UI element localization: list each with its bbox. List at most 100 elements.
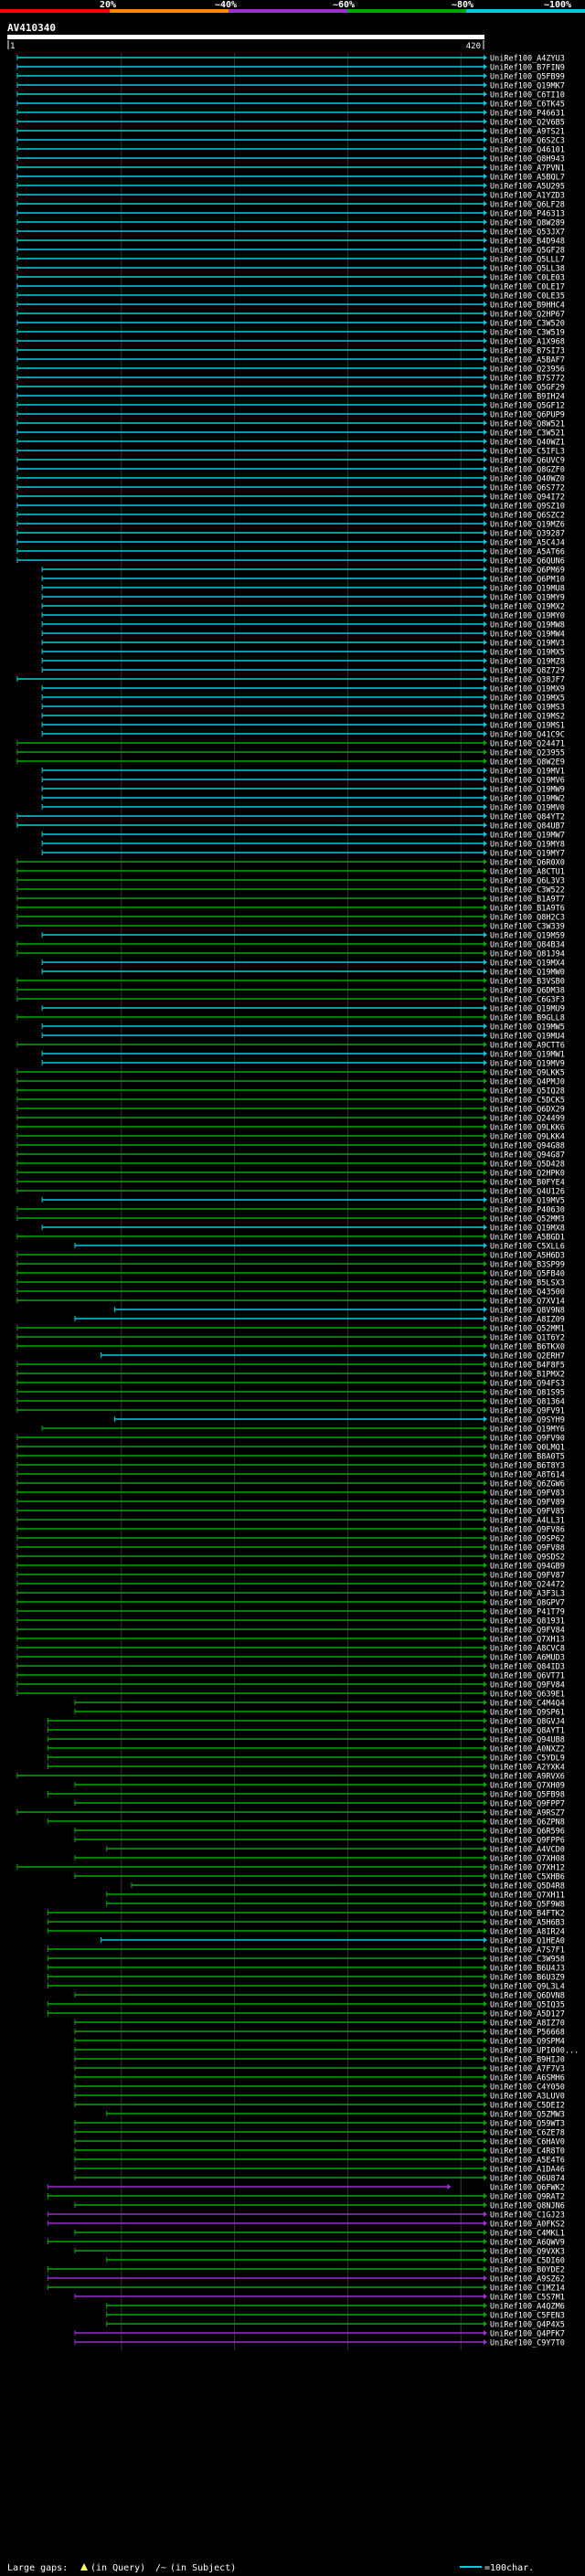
hit-label[interactable]: UniRef100_Q6ZGW6 <box>490 1480 565 1489</box>
hit-row[interactable]: UniRef100_B6T8Y3 <box>16 1462 565 1471</box>
hit-label[interactable]: UniRef100_C6HAV0 <box>490 2138 565 2147</box>
hit-row[interactable]: UniRef100_Q4PFK7 <box>74 2330 565 2339</box>
hit-label[interactable]: UniRef100_Q40WZ0 <box>490 475 565 484</box>
hit-row[interactable]: UniRef100_Q2V6B5 <box>16 119 565 128</box>
hit-label[interactable]: UniRef100_Q19MX4 <box>490 959 565 969</box>
hit-row[interactable]: UniRef100_C3W958 <box>47 1956 565 1965</box>
hit-label[interactable]: UniRef100_Q7XH11 <box>490 1892 565 1901</box>
hit-row[interactable]: UniRef100_Q9LKK4 <box>16 1133 565 1142</box>
hit-row[interactable]: UniRef100_Q2ERH7 <box>101 1352 565 1362</box>
hit-row[interactable]: UniRef100_Q9FV84 <box>16 1627 565 1636</box>
hit-row[interactable]: UniRef100_Q19MX9 <box>41 685 565 694</box>
hit-label[interactable]: UniRef100_A9RSZ7 <box>490 1809 565 1818</box>
hit-label[interactable]: UniRef100_B1A9T7 <box>490 896 565 905</box>
hit-row[interactable]: UniRef100_Q6PUP9 <box>16 411 565 420</box>
hit-label[interactable]: UniRef100_Q7XH12 <box>490 1864 565 1873</box>
hit-label[interactable]: UniRef100_A5C4J4 <box>490 539 565 548</box>
hit-row[interactable]: UniRef100_Q6QUN6 <box>16 557 565 567</box>
hit-label[interactable]: UniRef100_Q639E1 <box>490 1691 565 1700</box>
hit-row[interactable]: UniRef100_Q94I72 <box>16 493 565 503</box>
hit-label[interactable]: UniRef100_A5U295 <box>490 183 565 192</box>
hit-label[interactable]: UniRef100_Q8H2C3 <box>490 914 565 923</box>
hit-row[interactable]: UniRef100_Q9LKK5 <box>16 1069 565 1078</box>
hit-label[interactable]: UniRef100_Q9LKK5 <box>490 1069 565 1078</box>
hit-row[interactable]: UniRef100_Q84YT2 <box>16 813 565 822</box>
hit-row[interactable]: UniRef100_A5H6B3 <box>47 1919 565 1928</box>
hit-row[interactable]: UniRef100_Q59WT3 <box>74 2120 565 2129</box>
hit-label[interactable]: UniRef100_A0FKS2 <box>490 2221 565 2230</box>
hit-label[interactable]: UniRef100_A1X968 <box>490 338 565 347</box>
hit-row[interactable]: UniRef100_Q7XH08 <box>74 1855 565 1864</box>
hit-row[interactable]: UniRef100_Q5FB98 <box>47 1791 565 1800</box>
hit-row[interactable]: UniRef100_UPI000... <box>74 2047 579 2056</box>
hit-label[interactable]: UniRef100_Q19MV0 <box>490 804 565 813</box>
hit-label[interactable]: UniRef100_Q9RAT2 <box>490 2193 565 2202</box>
hit-row[interactable]: UniRef100_A6QWV9 <box>47 2239 565 2248</box>
hit-row[interactable]: UniRef100_C5XLL6 <box>74 1243 565 1252</box>
hit-label[interactable]: UniRef100_Q24471 <box>490 740 565 749</box>
hit-label[interactable]: UniRef100_Q0LMQ1 <box>490 1444 565 1453</box>
hit-label[interactable]: UniRef100_C3W958 <box>490 1956 565 1965</box>
hit-label[interactable]: UniRef100_Q94I72 <box>490 493 565 503</box>
hit-label[interactable]: UniRef100_Q24472 <box>490 1581 565 1590</box>
hit-row[interactable]: UniRef100_Q6L3V3 <box>16 877 565 886</box>
hit-label[interactable]: UniRef100_B9HIJ0 <box>490 2056 565 2065</box>
hit-row[interactable]: UniRef100_Q7XH13 <box>16 1636 565 1645</box>
hit-row[interactable]: UniRef100_Q9FV89 <box>16 1499 565 1508</box>
hit-row[interactable]: UniRef100_A5E4T6 <box>74 2157 565 2166</box>
hit-row[interactable]: UniRef100_B4F8F5 <box>16 1362 565 1371</box>
hit-label[interactable]: UniRef100_Q9FV90 <box>490 1435 565 1444</box>
hit-row[interactable]: UniRef100_Q5IQ35 <box>47 2001 565 2010</box>
hit-label[interactable]: UniRef100_Q19MW9 <box>490 786 565 795</box>
hit-label[interactable]: UniRef100_Q6FWK2 <box>490 2184 565 2193</box>
hit-row[interactable]: UniRef100_C3W522 <box>16 886 565 896</box>
hit-row[interactable]: UniRef100_Q8GVJ4 <box>47 1718 565 1727</box>
hit-row[interactable]: UniRef100_C3W339 <box>16 923 565 932</box>
hit-label[interactable]: UniRef100_Q19MU4 <box>490 1033 565 1042</box>
hit-row[interactable]: UniRef100_Q41C9C <box>41 731 565 740</box>
hit-label[interactable]: UniRef100_B9IH24 <box>490 393 565 402</box>
hit-label[interactable]: UniRef100_P56668 <box>490 2029 565 2038</box>
hit-row[interactable]: UniRef100_Q43500 <box>16 1288 565 1298</box>
hit-label[interactable]: UniRef100_Q23956 <box>490 366 565 375</box>
hit-row[interactable]: UniRef100_A7F7V3 <box>74 2065 565 2074</box>
hit-label[interactable]: UniRef100_Q94G87 <box>490 1151 565 1161</box>
hit-label[interactable]: UniRef100_A5BQL7 <box>490 174 565 183</box>
hit-label[interactable]: UniRef100_Q81364 <box>490 1398 565 1407</box>
hit-row[interactable]: UniRef100_A4ZYU3 <box>16 55 565 64</box>
hit-label[interactable]: UniRef100_B8A0T5 <box>490 1453 565 1462</box>
hit-row[interactable]: UniRef100_Q6DM38 <box>16 987 565 996</box>
hit-label[interactable]: UniRef100_C3W522 <box>490 886 565 896</box>
hit-label[interactable]: UniRef100_C1MZ14 <box>490 2284 565 2294</box>
hit-label[interactable]: UniRef100_Q19MW8 <box>490 621 565 631</box>
hit-label[interactable]: UniRef100_Q6R0X0 <box>490 859 565 868</box>
hit-label[interactable]: UniRef100_Q39287 <box>490 530 565 539</box>
hit-label[interactable]: UniRef100_Q53JX7 <box>490 228 565 238</box>
hit-label[interactable]: UniRef100_Q2HPK0 <box>490 1170 565 1179</box>
hit-row[interactable]: UniRef100_Q84B34 <box>16 941 565 950</box>
hit-label[interactable]: UniRef100_Q5D4R8 <box>490 1882 565 1892</box>
hit-row[interactable]: UniRef100_Q19MY8 <box>41 841 565 850</box>
hit-label[interactable]: UniRef100_B9HHC4 <box>490 302 565 311</box>
hit-row[interactable]: UniRef100_B3SP99 <box>16 1261 565 1270</box>
hit-row[interactable]: UniRef100_Q19MV1 <box>41 768 565 777</box>
hit-row[interactable]: UniRef100_Q9SYH9 <box>113 1416 565 1426</box>
hit-label[interactable]: UniRef100_C5DEI2 <box>490 2102 565 2111</box>
hit-label[interactable]: UniRef100_Q19MX9 <box>490 685 565 694</box>
hit-label[interactable]: UniRef100_A9SZ62 <box>490 2275 565 2284</box>
hit-row[interactable]: UniRef100_Q19MX8 <box>41 1224 565 1234</box>
hit-label[interactable]: UniRef100_C0LE35 <box>490 292 565 302</box>
hit-row[interactable]: UniRef100_Q7XH09 <box>74 1782 565 1791</box>
hit-label[interactable]: UniRef100_Q4U126 <box>490 1188 565 1197</box>
hit-label[interactable]: UniRef100_A4ZYU3 <box>490 55 565 64</box>
hit-label[interactable]: UniRef100_A6QWV9 <box>490 2239 565 2248</box>
hit-row[interactable]: UniRef100_C6TK45 <box>16 101 565 110</box>
hit-row[interactable]: UniRef100_Q1T6Y2 <box>16 1334 565 1343</box>
hit-label[interactable]: UniRef100_Q9FV84 <box>490 1627 565 1636</box>
hit-label[interactable]: UniRef100_Q8AYT1 <box>490 1727 565 1736</box>
hit-label[interactable]: UniRef100_Q19MZ8 <box>490 658 565 667</box>
hit-label[interactable]: UniRef100_B6U3Z9 <box>490 1974 565 1983</box>
hit-row[interactable]: UniRef100_Q40WZ1 <box>16 439 565 448</box>
hit-row[interactable]: UniRef100_A6SMH6 <box>74 2074 565 2083</box>
hit-row[interactable]: UniRef100_C6TI10 <box>16 91 565 101</box>
